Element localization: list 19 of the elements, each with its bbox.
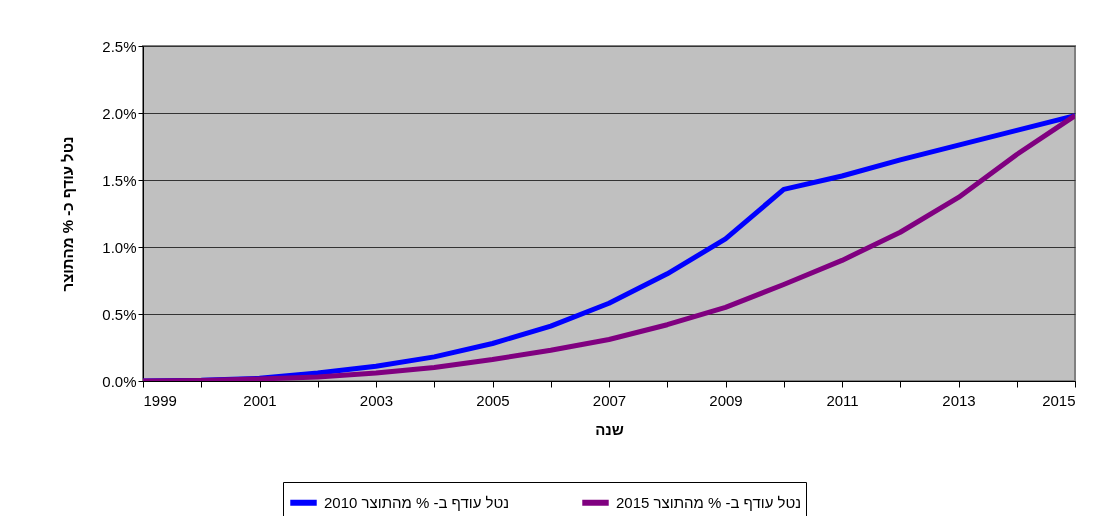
y-tick-label: 1.5% xyxy=(102,171,137,189)
x-tick-label: 2011 xyxy=(826,391,859,409)
x-tick-label: 2013 xyxy=(942,391,976,409)
x-tick-label: 2005 xyxy=(476,391,510,409)
x-tick-label: 2007 xyxy=(592,391,627,409)
y-tick-label: 0.5% xyxy=(102,305,137,323)
y-tick-label: 1.0% xyxy=(102,238,137,256)
x-tick-label: 2015 xyxy=(1042,391,1076,409)
x-tick-label: 2009 xyxy=(709,391,743,409)
legend-label: נטל עודף ב- % מהתוצר 2010 xyxy=(324,493,510,511)
x-tick-label: 2003 xyxy=(359,391,394,409)
y-tick-label: 0.0% xyxy=(102,372,137,390)
y-tick-label: 2.5% xyxy=(102,37,137,55)
x-tick-label: 1999 xyxy=(143,391,177,409)
legend-label: נטל עודף ב- % מהתוצר 2015 xyxy=(616,493,802,511)
y-axis-title: נטל עודף כ- % מהתוצר xyxy=(59,136,77,292)
x-axis-title: שנה xyxy=(595,420,624,438)
y-tick-label: 2.0% xyxy=(102,104,137,122)
x-tick-label: 2001 xyxy=(243,391,277,409)
